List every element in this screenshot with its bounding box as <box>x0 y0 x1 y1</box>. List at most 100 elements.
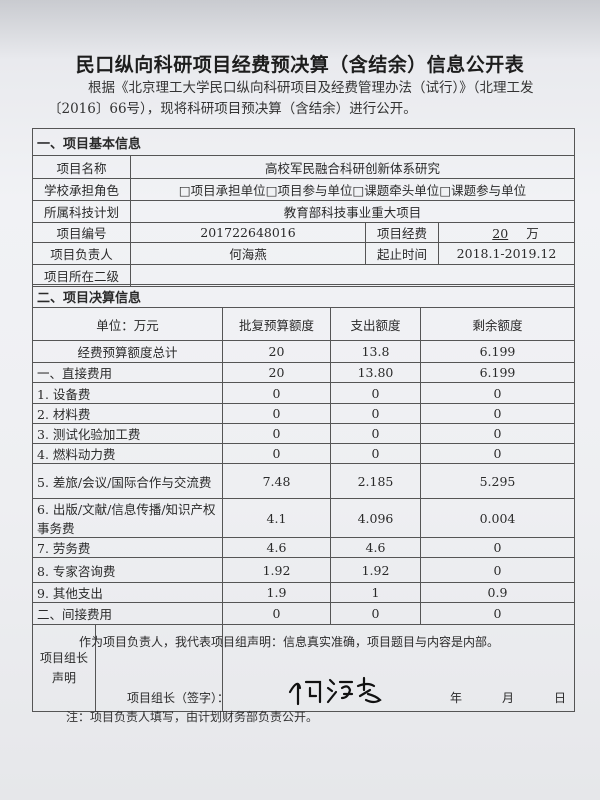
role-option: □项目参与单位 <box>265 183 353 198</box>
remaining-value: 0 <box>420 443 575 464</box>
remaining-value: 0 <box>420 423 575 444</box>
declaration-text: 作为项目负责人，我代表项目组声明：信息真实准确，项目题目与内容是内部。 <box>79 635 500 649</box>
budget-row: 7. 劳务费 4.6 4.6 0 <box>32 537 575 558</box>
spent-value: 2.185 <box>330 463 421 499</box>
spent-value: 0 <box>330 443 421 464</box>
day-label: 日 <box>553 691 566 705</box>
item-label: 4. 燃料动力费 <box>32 443 223 464</box>
budget-value: 7.48 <box>222 463 331 499</box>
budget-table: 二、项目决算信息 单位：万元 批复预算额度 支出额度 剩余额度 经费预算额度总计… <box>32 284 575 712</box>
budget-row: 1. 设备费 0 0 0 <box>32 382 575 404</box>
budget-value: 20 <box>222 362 331 383</box>
remaining-value: 0 <box>420 602 575 625</box>
budget-value: 0 <box>222 403 331 424</box>
spent-value: 0 <box>330 382 421 404</box>
name-label: 项目名称 <box>32 155 131 179</box>
budget-value: 0 <box>222 443 331 464</box>
basic-info-table: 一、项目基本信息 项目名称 高校军民融合科研创新体系研究 学校承担角色 □项目承担… <box>32 128 575 287</box>
dept-label: 项目所在二级 <box>32 264 131 287</box>
remaining-value: 6.199 <box>420 340 575 363</box>
remaining-value: 0.004 <box>420 498 575 538</box>
month-label: 月 <box>501 691 514 705</box>
spent-value: 0 <box>330 403 421 424</box>
funding-label: 项目经费 <box>365 222 439 243</box>
budget-row: 5. 差旅/会议/国际合作与交流费 7.48 2.185 5.295 <box>32 463 575 499</box>
item-label: 5. 差旅/会议/国际合作与交流费 <box>32 463 223 499</box>
budget-row: 一、直接费用 20 13.80 6.199 <box>32 362 575 383</box>
column-header: 批复预算额度 <box>222 307 331 341</box>
remaining-value: 6.199 <box>420 362 575 383</box>
item-label: 经费预算额度总计 <box>32 340 223 363</box>
spent-value: 1.92 <box>330 557 421 583</box>
spent-value: 13.80 <box>330 362 421 383</box>
budget-value: 0 <box>222 602 331 625</box>
section2-heading: 二、项目决算信息 <box>32 284 575 308</box>
budget-value: 4.6 <box>222 537 331 558</box>
budget-row: 4. 燃料动力费 0 0 0 <box>32 443 575 464</box>
budget-row: 经费预算额度总计 20 13.8 6.199 <box>32 340 575 363</box>
manager-value: 何海燕 <box>130 242 366 265</box>
budget-row: 8. 专家咨询费 1.92 1.92 0 <box>32 557 575 583</box>
year-label: 年 <box>449 691 462 705</box>
remaining-value: 0 <box>420 557 575 583</box>
budget-value: 20 <box>222 340 331 363</box>
period-label: 起止时间 <box>365 242 439 265</box>
document-title: 民口纵向科研项目经费预决算（含结余）信息公开表 <box>75 54 525 76</box>
period-value: 2018.1-2019.12 <box>438 242 575 265</box>
declaration-label: 项目组长声明 <box>33 625 96 711</box>
signature-image <box>289 676 383 706</box>
footnote: 注：项目负责人填写，由计划财务部负责公开。 <box>66 710 319 724</box>
role-option: □课题牵头单位 <box>352 183 440 198</box>
item-label: 一、直接费用 <box>32 362 223 383</box>
item-label: 1. 设备费 <box>32 382 223 404</box>
item-label: 8. 专家咨询费 <box>32 557 223 583</box>
item-label: 7. 劳务费 <box>32 537 223 558</box>
item-label: 3. 测试化验加工费 <box>32 423 223 444</box>
budget-value: 1.9 <box>222 582 331 603</box>
budget-value: 0 <box>222 382 331 404</box>
spent-value: 0 <box>330 602 421 625</box>
sign-label: 项目组长（签字）： <box>127 691 230 705</box>
budget-value: 4.1 <box>222 498 331 538</box>
plan-value: 教育部科技事业重大项目 <box>130 200 575 223</box>
funding-unit: 万 <box>526 226 539 241</box>
spent-value: 1 <box>330 582 421 603</box>
budget-value: 0 <box>222 423 331 444</box>
budget-row: 9. 其他支出 1.9 1 0.9 <box>32 582 575 603</box>
role-option: □课题参与单位 <box>439 183 527 198</box>
role-label: 学校承担角色 <box>32 178 131 201</box>
spent-value: 4.096 <box>330 498 421 538</box>
item-label: 二、间接费用 <box>32 602 223 625</box>
remaining-value: 0.9 <box>420 582 575 603</box>
number-label: 项目编号 <box>32 222 131 243</box>
intro-paragraph: 根据《北京理工大学民口纵向科研项目及经费管理办法（试行）》（北理工发〔2016〕… <box>48 80 534 117</box>
column-header: 支出额度 <box>330 307 421 341</box>
item-label: 2. 材料费 <box>32 403 223 424</box>
item-label: 9. 其他支出 <box>32 582 223 603</box>
spent-value: 0 <box>330 423 421 444</box>
spent-value: 13.8 <box>330 340 421 363</box>
budget-row: 2. 材料费 0 0 0 <box>32 403 575 424</box>
column-header: 单位：万元 <box>32 307 223 341</box>
spent-value: 4.6 <box>330 537 421 558</box>
remaining-value: 0 <box>420 403 575 424</box>
declaration-body: 作为项目负责人，我代表项目组声明：信息真实准确，项目题目与内容是内部。 项目组长… <box>79 624 575 712</box>
item-label: 6. 出版/文献/信息传播/知识产权事务费 <box>32 498 223 538</box>
funding-value: 20 <box>492 226 509 241</box>
column-header: 剩余额度 <box>420 307 575 341</box>
budget-row: 6. 出版/文献/信息传播/知识产权事务费 4.1 4.096 0.004 <box>32 498 575 538</box>
name-value: 高校军民融合科研创新体系研究 <box>130 155 575 179</box>
manager-label: 项目负责人 <box>32 242 131 265</box>
funding-cell: 20 万 <box>438 222 575 243</box>
role-options: □项目承担单位□项目参与单位□课题牵头单位□课题参与单位 <box>130 178 575 201</box>
plan-label: 所属科技计划 <box>32 200 131 223</box>
number-value: 201722648016 <box>130 222 366 243</box>
remaining-value: 0 <box>420 382 575 404</box>
remaining-value: 0 <box>420 537 575 558</box>
budget-row: 二、间接费用 0 0 0 <box>32 602 575 625</box>
budget-value: 1.92 <box>222 557 331 583</box>
remaining-value: 5.295 <box>420 463 575 499</box>
budget-row: 3. 测试化验加工费 0 0 0 <box>32 423 575 444</box>
declaration-cell: 项目组长声明 <box>32 624 223 712</box>
role-option: □项目承担单位 <box>178 183 266 198</box>
